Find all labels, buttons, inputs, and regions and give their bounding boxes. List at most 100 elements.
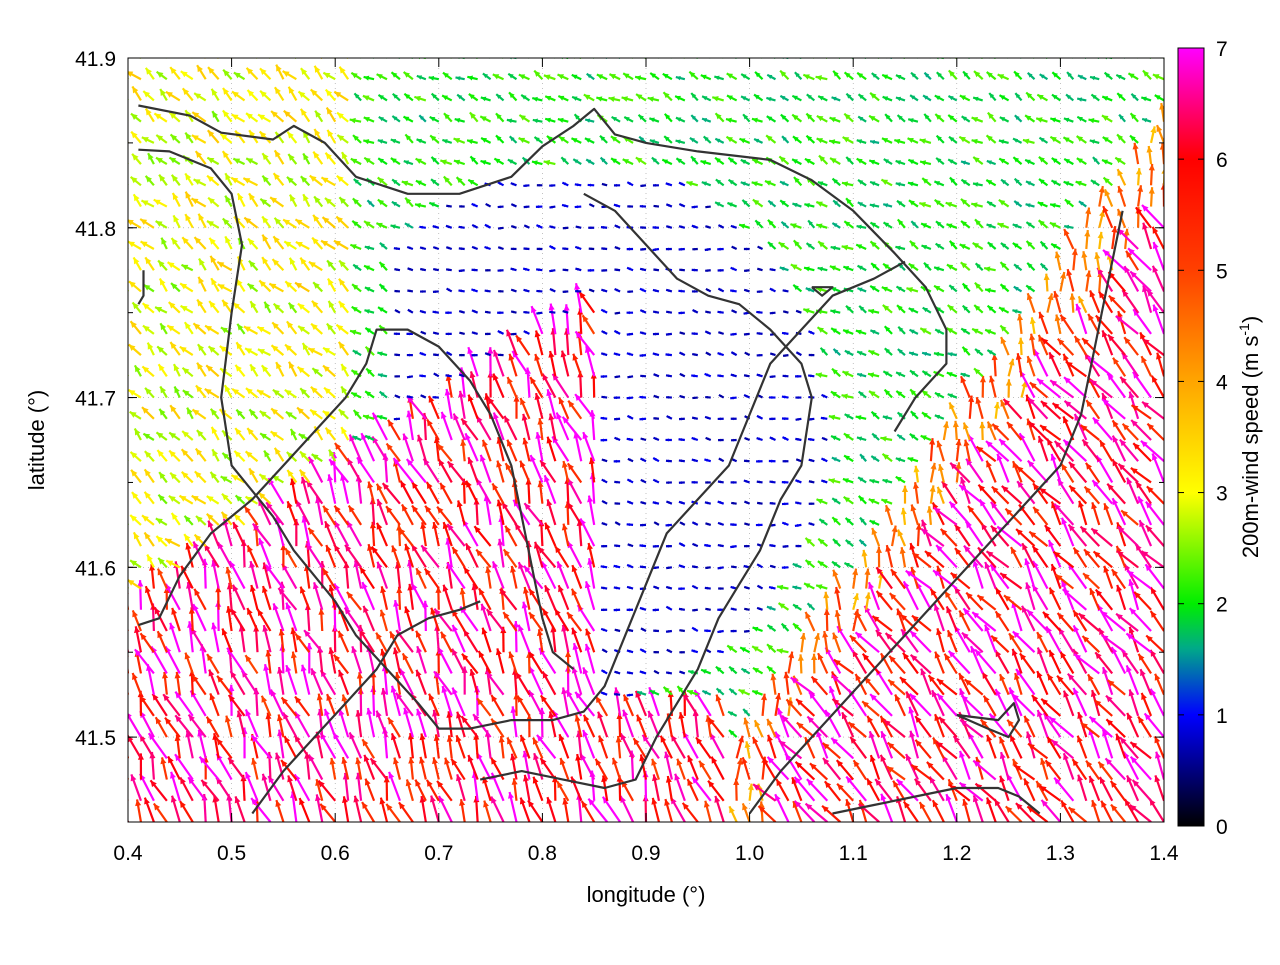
wind-vector [599, 54, 607, 58]
wind-vector [420, 290, 426, 293]
wind-vector [869, 52, 879, 58]
wind-vector [115, 390, 128, 398]
wind-vector [119, 239, 128, 249]
colorbar-label-main: 200m-wind speed (m s [1238, 336, 1263, 559]
colorbar-tick-label: 3 [1216, 483, 1228, 506]
wind-vector [718, 587, 724, 590]
wind-vector [118, 131, 128, 142]
wind-vector [744, 248, 750, 251]
x-tick-label: 1.2 [942, 842, 971, 865]
wind-vector [910, 51, 918, 58]
wind-vector [218, 50, 232, 58]
wind-vector [246, 50, 257, 58]
wind-vector [624, 51, 633, 58]
wind-vector [117, 411, 128, 419]
wind-vector [627, 290, 633, 293]
wind-vector [394, 290, 400, 293]
wind-vector [665, 50, 672, 58]
wind-vector [692, 397, 697, 400]
wind-vector [1038, 53, 1048, 58]
wind-vector [120, 451, 128, 461]
wind-vector [485, 269, 490, 272]
wind-vector [431, 50, 439, 58]
wind-vector [809, 354, 815, 357]
wind-vector [679, 481, 685, 484]
colorbar-label: 200m-wind speed (m s-1) [1236, 316, 1263, 558]
wind-vector [548, 50, 556, 58]
wind-vector [205, 51, 218, 58]
wind-vector [380, 50, 387, 58]
x-tick-label: 1.0 [735, 842, 764, 865]
wind-vector [688, 54, 697, 59]
wind-vector [831, 53, 840, 58]
colorbar-tick-label: 1 [1216, 705, 1228, 728]
wind-vector [324, 49, 335, 58]
wind-vector [601, 608, 607, 611]
wind-vector [731, 417, 737, 420]
wind-vector [494, 51, 503, 58]
wind-vector [533, 53, 543, 58]
wind-vector [121, 673, 128, 694]
wind-vector [511, 333, 517, 336]
wind-vector [129, 52, 141, 58]
wind-vector [795, 375, 801, 378]
y-tick-label: 41.5 [75, 727, 116, 750]
wind-vector [121, 555, 128, 568]
x-tick-label: 0.4 [113, 842, 143, 865]
wind-vector [666, 481, 672, 484]
wind-vector [705, 481, 711, 484]
wind-vector [472, 354, 478, 357]
wind-vector [679, 418, 685, 421]
colorbar-tick-label: 5 [1216, 260, 1228, 283]
y-tick-label: 41.9 [75, 48, 116, 71]
wind-vector [718, 417, 724, 420]
x-tick-label: 1.1 [839, 842, 868, 865]
x-tick-label: 0.7 [424, 842, 453, 865]
wind-vector [119, 46, 128, 58]
wind-vector [653, 184, 659, 187]
wind-vector [121, 736, 128, 758]
wind-vector [563, 290, 569, 293]
wind-vector [285, 52, 296, 58]
wind-vector [627, 248, 633, 251]
wind-vector [744, 545, 750, 548]
wind-vector [261, 50, 271, 58]
wind-vector [1156, 50, 1164, 58]
y-tick-label: 41.6 [75, 557, 116, 580]
wind-vector [716, 50, 724, 58]
wind-vector [718, 439, 724, 442]
wind-vector [796, 545, 802, 548]
wind-vector [120, 153, 128, 164]
wind-vector [120, 90, 128, 100]
y-axis-label: latitude (°) [24, 390, 49, 491]
wind-vector [627, 311, 633, 314]
wind-vector [757, 354, 763, 357]
wind-vector [118, 610, 128, 631]
wind-vector [537, 248, 543, 251]
wind-vector [795, 396, 801, 399]
wind-vector [119, 176, 128, 185]
wind-vector [122, 577, 128, 589]
x-tick-label: 0.9 [631, 842, 660, 865]
wind-vector [731, 439, 737, 442]
colorbar-tick-label: 2 [1216, 594, 1228, 617]
wind-vector [1131, 50, 1138, 58]
wind-vector [442, 51, 452, 58]
wind-vector [118, 348, 128, 355]
colorbar-tick-label: 7 [1216, 38, 1228, 61]
wind-vector [705, 396, 711, 399]
wind-vector [121, 68, 128, 80]
wind-vector [119, 537, 128, 546]
wind-vector [118, 262, 128, 270]
wind-vector [391, 54, 400, 58]
wind-vector [394, 332, 400, 335]
x-tick-label: 0.5 [217, 842, 246, 865]
wind-vector [537, 184, 543, 187]
wind-vector [121, 626, 128, 652]
wind-vector [308, 51, 322, 58]
colorbar-label-superscript: -1 [1236, 323, 1252, 336]
wind-vector [122, 514, 128, 525]
wind-vector [117, 497, 128, 503]
x-tick-label: 0.8 [528, 842, 557, 865]
